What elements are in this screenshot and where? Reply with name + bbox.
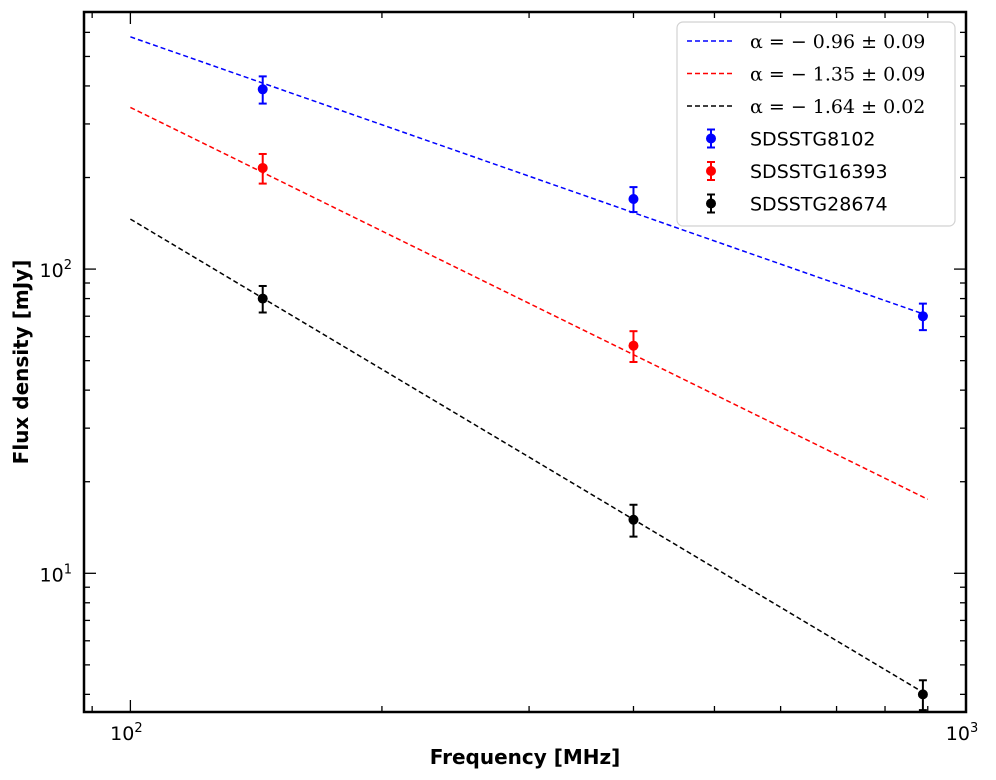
data-point-2-0 xyxy=(257,293,268,304)
x-axis-title: Frequency [MHz] xyxy=(430,745,621,769)
data-point-0-1 xyxy=(628,193,639,204)
y-tick-label: 102 xyxy=(40,258,72,282)
data-point-1-1 xyxy=(628,340,639,351)
legend-series-marker-2 xyxy=(706,198,716,209)
plot-area xyxy=(130,36,929,712)
legend-series-label-0: SDSSTG8102 xyxy=(750,129,876,151)
data-point-2-1 xyxy=(628,514,639,525)
legend-box xyxy=(676,21,956,227)
data-point-0-2 xyxy=(917,311,928,322)
legend-fit-label-2: α = − 1.64 ± 0.02 xyxy=(750,96,925,118)
legend-series-label-1: SDSSTG16393 xyxy=(750,161,888,183)
legend: α = − 0.96 ± 0.09 α = − 1.35 ± 0.09 α = − … xyxy=(676,21,956,227)
y-axis-title: Flux density [mJy] xyxy=(9,260,33,465)
legend-series-marker-1 xyxy=(706,166,716,176)
data-point-0-0 xyxy=(257,84,268,95)
data-point-2-2 xyxy=(917,689,928,700)
x-tick-label: 103 xyxy=(946,721,978,745)
axis-labels: 102 103 101 102 xyxy=(40,258,979,745)
x-tick-label: 102 xyxy=(110,721,142,745)
fit-line-2 xyxy=(130,218,924,693)
y-tick-label: 101 xyxy=(40,562,72,586)
legend-series-label-2: SDSSTG28674 xyxy=(750,194,888,216)
legend-series-marker-0 xyxy=(706,133,716,144)
legend-fit-label-1: α = − 1.35 ± 0.09 xyxy=(750,64,925,86)
plot-frame xyxy=(82,10,968,714)
data-point-1-0 xyxy=(257,162,268,173)
legend-fit-label-0: α = − 0.96 ± 0.09 xyxy=(750,31,925,53)
